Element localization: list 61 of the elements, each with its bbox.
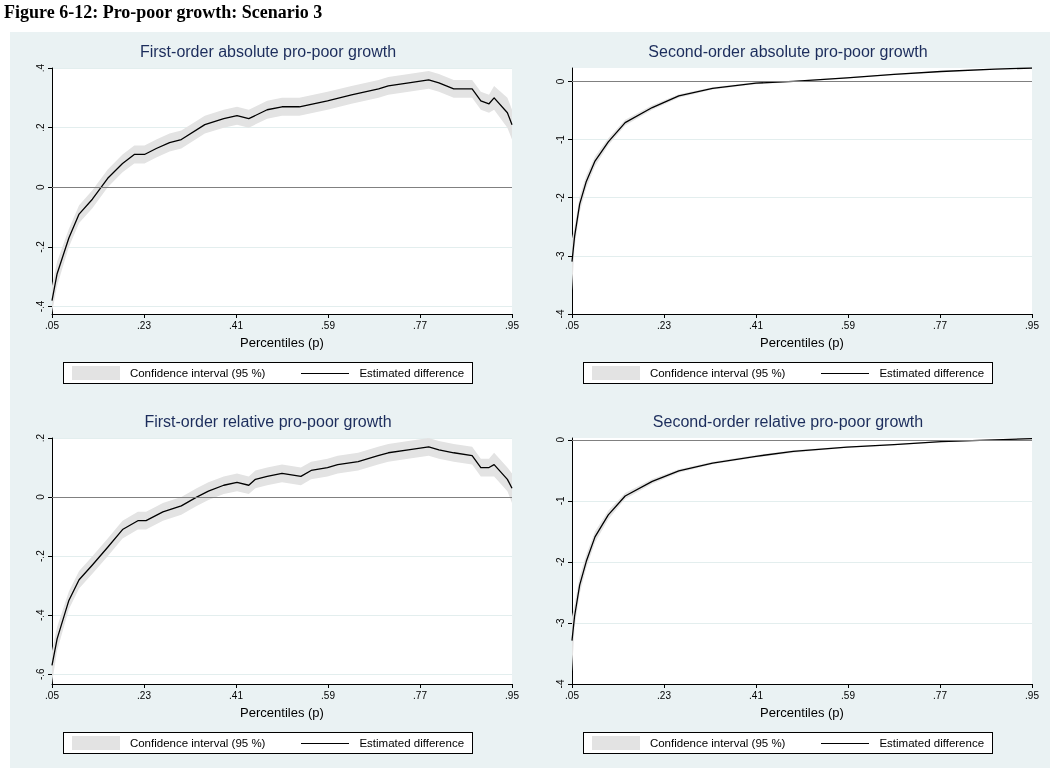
y-tick-label: -1 <box>554 134 566 144</box>
x-tick-label: .05 <box>45 319 60 331</box>
x-axis-title: Percentiles (p) <box>240 705 324 720</box>
legend-label: Estimated difference <box>879 737 985 749</box>
x-tick-label: .59 <box>841 689 856 701</box>
x-tick-label: .05 <box>565 319 580 331</box>
x-tick-label: .77 <box>413 689 428 701</box>
y-tick-label: -.6 <box>34 667 46 681</box>
x-tick-label: .23 <box>657 689 672 701</box>
y-tick-label: -2 <box>554 192 566 203</box>
x-tick-label: .95 <box>1025 689 1040 701</box>
y-tick-label: -.2 <box>34 240 46 253</box>
x-axis-title: Percentiles (p) <box>760 705 844 720</box>
y-tick-label: -4 <box>554 309 566 319</box>
x-tick-label: .59 <box>321 319 336 331</box>
text: Confidence interval (95 %) <box>129 737 266 749</box>
x-tick-label: .95 <box>1025 319 1040 331</box>
x-tick-label: .77 <box>413 319 428 331</box>
x-tick-label: .23 <box>137 319 152 331</box>
legend-label: Estimated difference <box>879 367 985 379</box>
x-tick-label: .59 <box>321 689 336 701</box>
y-tick-label: .2 <box>34 123 46 132</box>
y-tick-label: -.2 <box>34 549 46 562</box>
x-tick-label: .77 <box>933 689 948 701</box>
y-tick-label: -.4 <box>34 300 46 313</box>
legend-label: Estimated difference <box>359 737 465 749</box>
y-tick-label: -.4 <box>34 608 46 622</box>
x-tick-label: .41 <box>229 319 244 331</box>
chart-title: Second-order absolute pro-poor growth <box>648 42 928 60</box>
x-tick-label: .41 <box>749 319 764 331</box>
chart-title: Second-order relative pro-poor growth <box>652 412 924 430</box>
x-tick-label: .77 <box>933 319 948 331</box>
y-tick-label: 0 <box>554 436 566 443</box>
x-axis-title: Percentiles (p) <box>240 335 324 350</box>
caption: Figure 6-12: Pro-poor growth: Scenario 3 <box>3 1 324 24</box>
x-tick-label: .23 <box>657 319 672 331</box>
x-axis-title: Percentiles (p) <box>760 335 844 350</box>
x-tick-label: .23 <box>137 689 152 701</box>
y-tick-label: .2 <box>34 433 46 443</box>
x-tick-label: .95 <box>505 689 520 701</box>
x-tick-label: .59 <box>841 319 856 331</box>
text: Confidence interval (95 %) <box>649 367 786 379</box>
x-tick-label: .41 <box>229 689 244 701</box>
text: Confidence interval (95 %) <box>649 737 786 749</box>
legend-label: Estimated difference <box>359 367 465 379</box>
y-tick-label: -3 <box>554 618 566 628</box>
x-tick-label: .41 <box>749 689 764 701</box>
y-tick-label: 0 <box>34 184 46 191</box>
y-tick-label: -3 <box>554 250 566 261</box>
y-tick-label: 0 <box>34 493 46 500</box>
y-tick-label: 0 <box>554 78 566 85</box>
x-tick-label: .95 <box>505 319 520 331</box>
text: Confidence interval (95 %) <box>129 367 266 379</box>
y-tick-label: .4 <box>34 63 46 73</box>
x-tick-label: .05 <box>565 689 580 701</box>
chart-title: First-order relative pro-poor growth <box>144 412 392 430</box>
x-tick-label: .05 <box>45 689 60 701</box>
chart-title: First-order absolute pro-poor growth <box>139 42 397 60</box>
y-tick-label: -1 <box>554 496 566 506</box>
y-tick-label: -4 <box>554 679 566 689</box>
y-tick-label: -2 <box>554 557 566 567</box>
